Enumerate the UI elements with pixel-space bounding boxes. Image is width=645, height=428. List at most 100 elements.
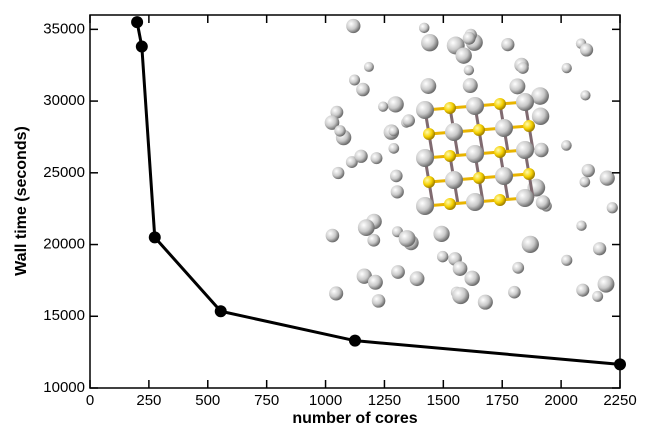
x-tick-label: 2250	[603, 392, 636, 409]
x-axis-label: number of cores	[292, 410, 417, 427]
atom	[416, 101, 434, 119]
atom	[495, 119, 513, 137]
x-tick-label: 1500	[427, 392, 460, 409]
atom	[402, 114, 415, 127]
atom	[516, 189, 534, 207]
atom	[592, 290, 604, 302]
atom	[324, 115, 340, 130]
atom	[388, 126, 399, 137]
atom	[370, 152, 383, 165]
atom	[455, 47, 472, 64]
atom	[444, 198, 456, 210]
y-tick-label: 35000	[43, 20, 85, 37]
atom	[561, 62, 572, 74]
atom	[436, 250, 449, 263]
data-point	[614, 358, 626, 371]
atom	[531, 87, 549, 105]
atom	[389, 169, 403, 183]
atom	[517, 62, 529, 74]
atom	[477, 294, 493, 310]
atom	[363, 61, 374, 72]
x-tick-label: 250	[136, 392, 161, 409]
atom	[452, 261, 468, 276]
molecule-inset	[324, 18, 618, 310]
atom	[391, 265, 405, 279]
atom	[466, 193, 484, 211]
atom	[534, 142, 549, 158]
atom	[580, 90, 591, 101]
atom	[354, 149, 368, 163]
atom	[332, 166, 345, 180]
atom	[325, 228, 340, 243]
atom	[371, 294, 386, 308]
atom	[509, 78, 526, 95]
y-tick-label: 25000	[43, 164, 85, 181]
plot-frame	[89, 14, 621, 389]
atom	[444, 150, 456, 162]
atom	[466, 145, 484, 163]
atom	[516, 93, 534, 111]
atom	[535, 195, 551, 210]
atom	[433, 225, 450, 243]
x-tick-label: 0	[86, 392, 94, 409]
atom	[349, 74, 361, 86]
atom	[501, 37, 515, 52]
data-point	[131, 16, 144, 29]
atom	[334, 125, 346, 137]
atom	[592, 242, 607, 256]
x-tick-label: 1000	[309, 392, 342, 409]
y-tick-label: 10000	[43, 379, 85, 396]
atom	[494, 98, 506, 110]
atom	[423, 176, 435, 188]
series-line	[135, 21, 621, 366]
atom	[466, 97, 484, 115]
atom	[388, 142, 400, 154]
atom	[329, 286, 344, 301]
atom	[387, 96, 404, 113]
data-point	[135, 40, 148, 53]
x-tick-label: 1750	[486, 392, 519, 409]
atom	[416, 197, 434, 215]
atom	[420, 78, 437, 94]
atom	[357, 219, 375, 237]
atom	[523, 120, 535, 132]
atom	[418, 22, 430, 34]
atom	[494, 194, 506, 206]
atom	[356, 268, 372, 284]
data-point	[148, 231, 161, 244]
atom	[416, 149, 434, 167]
atom	[356, 82, 370, 97]
atom	[473, 124, 485, 136]
atom	[367, 233, 381, 247]
y-tick-label: 30000	[43, 92, 85, 109]
atom	[452, 287, 470, 305]
atom	[531, 107, 550, 125]
x-tick-label: 1250	[368, 392, 401, 409]
y-axis-label: Wall time (seconds)	[13, 126, 30, 276]
data-point	[214, 305, 227, 318]
atom	[390, 185, 404, 199]
atom	[579, 176, 591, 188]
atom	[516, 141, 534, 159]
atom	[377, 101, 389, 112]
atom	[462, 78, 478, 94]
atom	[473, 172, 485, 184]
atom	[445, 171, 463, 189]
atom	[599, 170, 615, 186]
atom	[495, 167, 513, 185]
atom	[367, 274, 383, 290]
atom	[576, 283, 590, 297]
x-tick-label: 2000	[544, 392, 577, 409]
data-point	[349, 334, 361, 347]
atom	[421, 33, 439, 52]
atom	[445, 123, 463, 141]
atom	[345, 156, 358, 169]
x-tick-label: 500	[195, 392, 220, 409]
atom	[423, 128, 435, 140]
atom	[346, 18, 361, 34]
atom	[462, 31, 476, 45]
atom	[561, 254, 573, 266]
atom	[606, 202, 618, 214]
